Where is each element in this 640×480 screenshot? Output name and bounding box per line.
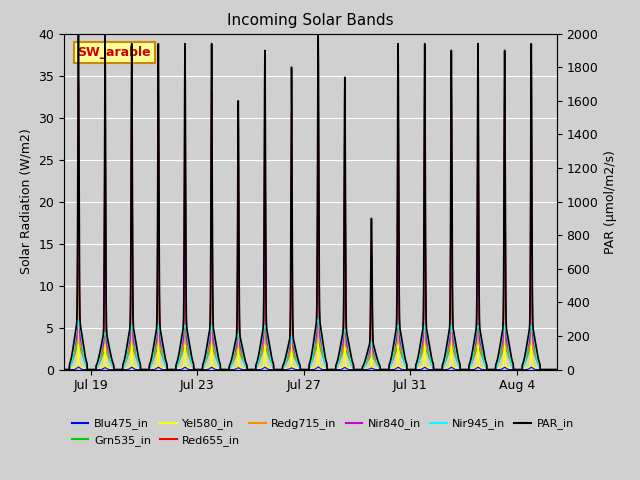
- Title: Incoming Solar Bands: Incoming Solar Bands: [227, 13, 394, 28]
- Text: SW_arable: SW_arable: [77, 46, 151, 59]
- Y-axis label: PAR (μmol/m2/s): PAR (μmol/m2/s): [604, 150, 617, 253]
- Legend: Blu475_in, Grn535_in, Yel580_in, Red655_in, Redg715_in, Nir840_in, Nir945_in, PA: Blu475_in, Grn535_in, Yel580_in, Red655_…: [70, 416, 576, 448]
- Y-axis label: Solar Radiation (W/m2): Solar Radiation (W/m2): [20, 129, 33, 275]
